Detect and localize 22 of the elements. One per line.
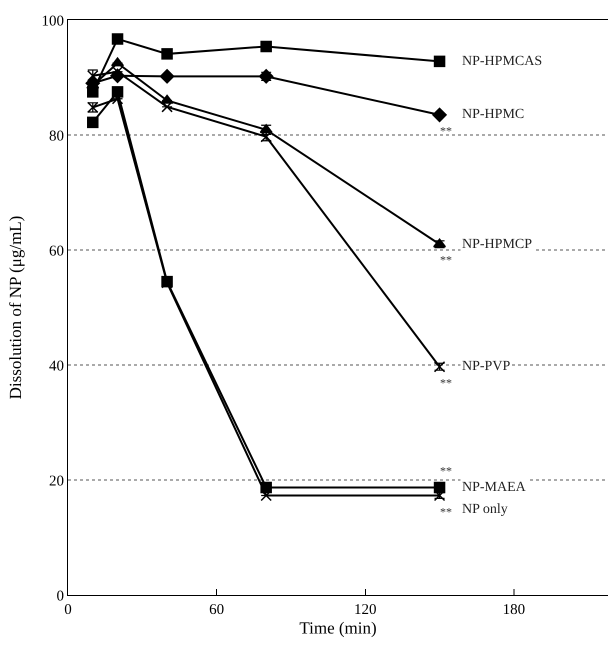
annotation: ** — [440, 464, 452, 478]
series-label: NP-MAEA — [462, 480, 527, 495]
annotation: ** — [440, 376, 452, 390]
x-tick-label: 180 — [502, 602, 526, 618]
series-label: NP-HPMCP — [462, 237, 532, 252]
y-tick-label: 100 — [42, 13, 64, 30]
y-tick-label: 0 — [56, 588, 64, 604]
series-label: NP only — [462, 502, 508, 517]
y-tick-label: 40 — [49, 358, 64, 374]
series-label: NP-HPMC — [462, 107, 524, 122]
x-axis-title: Time (min) — [299, 618, 377, 638]
series-label: NP-PVP — [462, 359, 510, 374]
annotation: ** — [440, 253, 452, 267]
y-axis-title: Dissolution of NP (μg/mL) — [6, 216, 26, 400]
annotation: ** — [440, 124, 452, 138]
y-tick-label: 20 — [49, 473, 64, 490]
x-tick-label: 60 — [209, 602, 224, 618]
y-tick-label: 60 — [49, 243, 64, 260]
x-tick-label: 120 — [354, 602, 376, 618]
y-tick-label: 80 — [49, 128, 64, 144]
annotation: ** — [440, 505, 452, 519]
series-label: NP-HPMCAS — [462, 54, 542, 69]
